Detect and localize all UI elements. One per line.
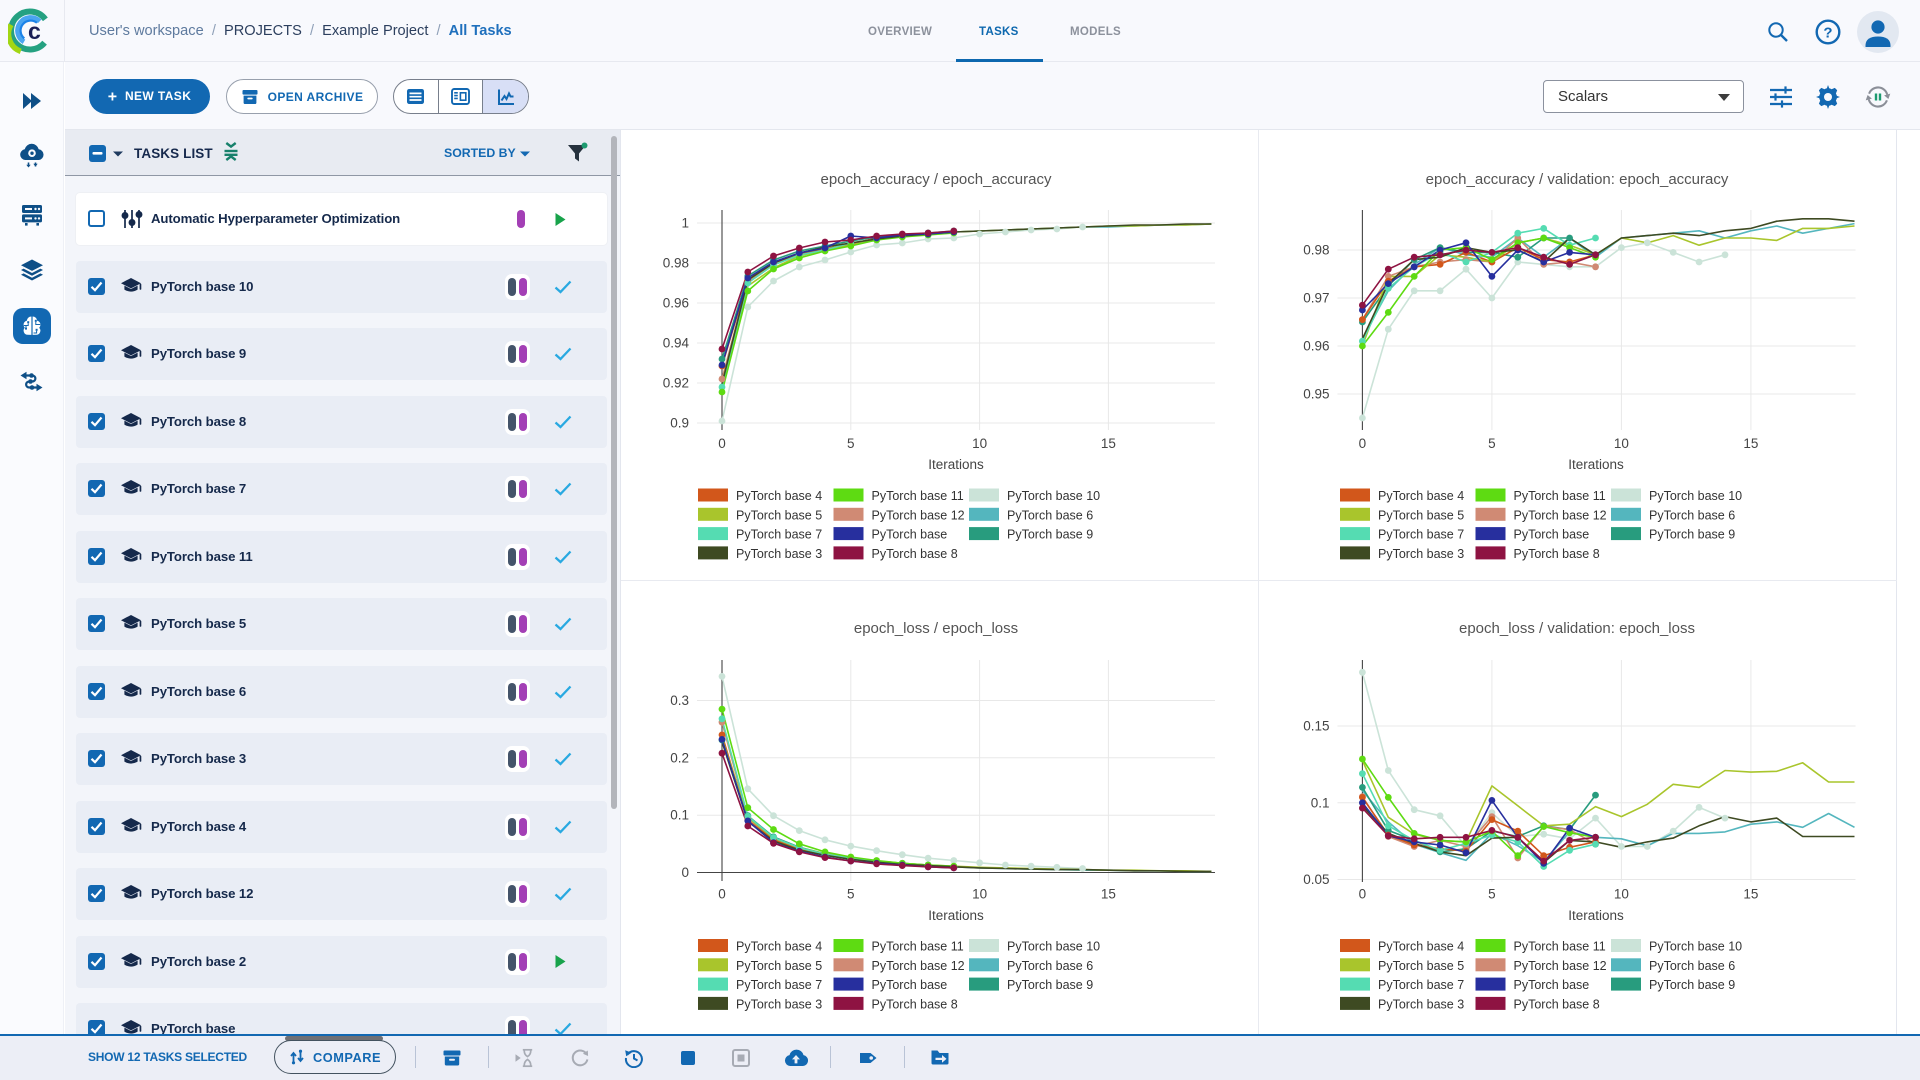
svg-text:1: 1 — [681, 216, 689, 231]
svg-text:PyTorch base 5: PyTorch base 5 — [736, 508, 822, 522]
svg-text:PyTorch base 4: PyTorch base 4 — [736, 940, 822, 954]
svg-text:0: 0 — [681, 865, 689, 880]
svg-text:?: ? — [1823, 25, 1832, 42]
svg-text:10: 10 — [1614, 887, 1629, 902]
svg-text:0.9: 0.9 — [670, 416, 689, 431]
svg-text:Iterations: Iterations — [928, 457, 984, 472]
svg-text:0.97: 0.97 — [1303, 291, 1329, 306]
svg-text:PyTorch base: PyTorch base — [1514, 978, 1590, 992]
svg-text:Iterations: Iterations — [1568, 908, 1624, 923]
svg-text:10: 10 — [1614, 436, 1629, 451]
svg-text:PyTorch base 12: PyTorch base 12 — [1514, 508, 1607, 522]
svg-text:0.05: 0.05 — [1303, 872, 1329, 887]
svg-text:10: 10 — [972, 436, 987, 451]
svg-text:PyTorch base 7: PyTorch base 7 — [1378, 528, 1464, 542]
svg-text:0.1: 0.1 — [1311, 795, 1330, 810]
svg-text:Iterations: Iterations — [928, 908, 984, 923]
svg-text:PyTorch base 10: PyTorch base 10 — [1007, 489, 1100, 503]
svg-text:PyTorch base 5: PyTorch base 5 — [736, 959, 822, 973]
svg-text:epoch_loss / epoch_loss: epoch_loss / epoch_loss — [854, 620, 1018, 637]
svg-text:epoch_accuracy / epoch_accurac: epoch_accuracy / epoch_accuracy — [821, 171, 1052, 188]
svg-text:PyTorch base 7: PyTorch base 7 — [1378, 978, 1464, 992]
svg-text:PyTorch base 7: PyTorch base 7 — [736, 528, 822, 542]
svg-text:0.96: 0.96 — [1303, 339, 1329, 354]
svg-text:PyTorch base 3: PyTorch base 3 — [736, 547, 822, 561]
svg-text:PyTorch base 5: PyTorch base 5 — [1378, 959, 1464, 973]
svg-text:PyTorch base 12: PyTorch base 12 — [1514, 959, 1607, 973]
svg-text:0.95: 0.95 — [1303, 387, 1329, 402]
svg-text:15: 15 — [1101, 887, 1116, 902]
svg-text:PyTorch base 12: PyTorch base 12 — [872, 959, 965, 973]
svg-text:PyTorch base 7: PyTorch base 7 — [736, 978, 822, 992]
svg-text:10: 10 — [972, 887, 987, 902]
svg-text:PyTorch base 4: PyTorch base 4 — [1378, 489, 1464, 503]
svg-text:PyTorch base 10: PyTorch base 10 — [1649, 940, 1742, 954]
svg-text:PyTorch base 8: PyTorch base 8 — [872, 997, 958, 1011]
svg-text:PyTorch base 9: PyTorch base 9 — [1649, 528, 1735, 542]
svg-text:5: 5 — [847, 887, 855, 902]
svg-text:0: 0 — [718, 887, 726, 902]
svg-text:PyTorch base 10: PyTorch base 10 — [1007, 940, 1100, 954]
svg-text:PyTorch base 5: PyTorch base 5 — [1378, 508, 1464, 522]
svg-text:PyTorch base 6: PyTorch base 6 — [1007, 508, 1093, 522]
svg-text:15: 15 — [1743, 436, 1758, 451]
svg-text:epoch_loss / validation: epoch: epoch_loss / validation: epoch_loss — [1459, 620, 1695, 637]
svg-text:5: 5 — [847, 436, 855, 451]
svg-text:PyTorch base 4: PyTorch base 4 — [736, 489, 822, 503]
svg-text:PyTorch base 8: PyTorch base 8 — [1514, 547, 1600, 561]
svg-text:15: 15 — [1743, 887, 1758, 902]
svg-text:PyTorch base 9: PyTorch base 9 — [1007, 528, 1093, 542]
svg-text:PyTorch base 11: PyTorch base 11 — [1514, 489, 1606, 503]
svg-text:c: c — [28, 18, 41, 44]
svg-text:PyTorch base 8: PyTorch base 8 — [1514, 997, 1600, 1011]
svg-text:0.94: 0.94 — [663, 336, 690, 351]
svg-text:PyTorch base 3: PyTorch base 3 — [736, 997, 822, 1011]
svg-text:0.1: 0.1 — [670, 808, 689, 823]
svg-text:PyTorch base 6: PyTorch base 6 — [1007, 959, 1093, 973]
svg-text:PyTorch base 3: PyTorch base 3 — [1378, 997, 1464, 1011]
svg-text:PyTorch base 10: PyTorch base 10 — [1649, 489, 1742, 503]
svg-text:0: 0 — [1359, 436, 1367, 451]
svg-text:PyTorch base 3: PyTorch base 3 — [1378, 547, 1464, 561]
svg-text:0.92: 0.92 — [663, 376, 689, 391]
svg-text:PyTorch base 6: PyTorch base 6 — [1649, 959, 1735, 973]
svg-text:PyTorch base: PyTorch base — [1514, 528, 1590, 542]
svg-text:5: 5 — [1488, 436, 1496, 451]
svg-text:PyTorch base: PyTorch base — [872, 978, 948, 992]
svg-text:Iterations: Iterations — [1568, 457, 1624, 472]
svg-text:PyTorch base 11: PyTorch base 11 — [872, 940, 964, 954]
svg-text:0.3: 0.3 — [670, 693, 689, 708]
svg-text:PyTorch base 9: PyTorch base 9 — [1007, 978, 1093, 992]
svg-text:PyTorch base 12: PyTorch base 12 — [872, 508, 965, 522]
svg-text:0.98: 0.98 — [1303, 243, 1329, 258]
svg-text:0: 0 — [718, 436, 726, 451]
svg-text:PyTorch base 8: PyTorch base 8 — [872, 547, 958, 561]
svg-text:PyTorch base 11: PyTorch base 11 — [872, 489, 964, 503]
svg-text:0.2: 0.2 — [670, 750, 689, 765]
svg-text:PyTorch base 4: PyTorch base 4 — [1378, 940, 1464, 954]
svg-text:PyTorch base 9: PyTorch base 9 — [1649, 978, 1735, 992]
svg-text:0.15: 0.15 — [1303, 719, 1329, 734]
svg-text:PyTorch base 11: PyTorch base 11 — [1514, 940, 1606, 954]
svg-text:epoch_accuracy / validation: e: epoch_accuracy / validation: epoch_accur… — [1426, 171, 1729, 188]
svg-text:0.98: 0.98 — [663, 256, 689, 271]
svg-text:5: 5 — [1488, 887, 1496, 902]
svg-text:PyTorch base 6: PyTorch base 6 — [1649, 508, 1735, 522]
svg-text:0.96: 0.96 — [663, 296, 689, 311]
svg-text:PyTorch base: PyTorch base — [872, 528, 948, 542]
svg-text:0: 0 — [1359, 887, 1367, 902]
svg-text:15: 15 — [1101, 436, 1116, 451]
